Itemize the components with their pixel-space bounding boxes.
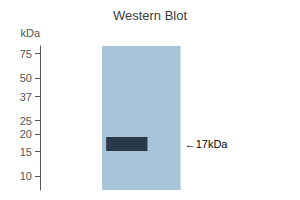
svg-text:37: 37 — [20, 91, 32, 103]
svg-text:←17kDa: ←17kDa — [185, 138, 229, 150]
svg-text:50: 50 — [20, 72, 32, 84]
svg-text:75: 75 — [20, 48, 32, 60]
svg-text:10: 10 — [20, 170, 32, 182]
svg-text:15: 15 — [20, 146, 32, 158]
svg-text:Western Blot: Western Blot — [113, 8, 188, 23]
svg-text:20: 20 — [20, 128, 32, 140]
svg-text:25: 25 — [20, 115, 32, 127]
svg-text:kDa: kDa — [20, 27, 40, 39]
